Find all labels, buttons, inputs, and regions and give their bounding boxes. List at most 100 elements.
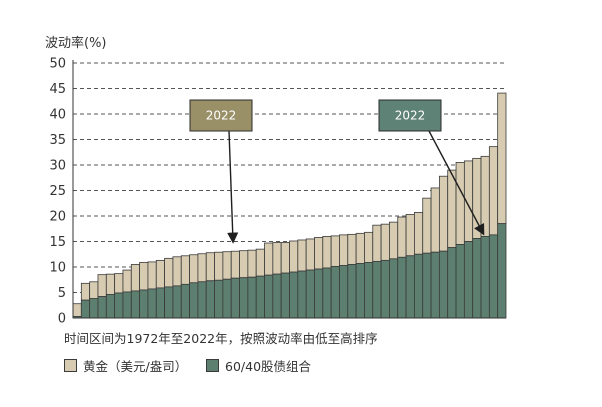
portfolio-6040-bar [455, 244, 465, 319]
gold-bar [280, 242, 290, 274]
gold-bar [488, 146, 499, 236]
portfolio-6040-bar [222, 278, 232, 319]
y-tick-labels: 0 5 10 15 20 25 30 35 40 45 50 [49, 57, 66, 327]
portfolio-6040-bar [322, 267, 332, 319]
gold-bar [339, 234, 349, 266]
portfolio-6040-bar [130, 290, 141, 319]
portfolio-6040-bar [97, 296, 107, 319]
gold-bar [230, 250, 240, 279]
gold-bar [239, 250, 249, 279]
gold-bar [305, 238, 315, 271]
gold-bar [130, 264, 141, 292]
gold-bar [364, 231, 374, 263]
legend-item-gold: 黄金（美元/盎司） [64, 356, 187, 375]
gold-bar [264, 242, 274, 276]
time-range-note: 时间区间为1972年至2022年，按照波动率由低至高排序 [64, 331, 378, 346]
y-tick-label: 30 [49, 159, 66, 174]
portfolio-6040-bar [372, 260, 382, 319]
gold-bar [380, 223, 390, 261]
portfolio-6040-bar [280, 272, 290, 319]
portfolio-6040-bar [488, 234, 499, 319]
gold-bar [480, 155, 490, 237]
portfolio-6040-bar [89, 298, 99, 319]
portfolio-6040-bar [180, 283, 190, 319]
legend-label-gold: 黄金（美元/盎司） [83, 359, 188, 374]
y-tick-label: 35 [49, 133, 66, 148]
portfolio-6040-bar [380, 259, 390, 319]
y-tick-label: 50 [49, 57, 66, 72]
portfolio-6040-bar [205, 280, 215, 319]
portfolio-6040-bar [114, 292, 124, 319]
portfolio-6040-bar [230, 277, 240, 319]
gold-bar [155, 259, 165, 289]
gold-bar [255, 248, 265, 277]
y-tick-label: 20 [49, 210, 66, 225]
gold-bar [147, 261, 157, 290]
gold-bar [114, 273, 124, 294]
gold-bar [214, 251, 224, 281]
y-tick-label: 45 [49, 82, 66, 97]
y-tick-label: 0 [58, 312, 66, 327]
portfolio-6040-bar [155, 287, 165, 319]
y-tick-label: 10 [49, 261, 66, 276]
legend-item-6040: 60/40股债组合 [206, 356, 311, 375]
portfolio-6040-bar [397, 256, 407, 319]
gold-bar [164, 257, 174, 288]
portfolio-6040-bar [438, 250, 449, 319]
gold-bar [272, 242, 282, 275]
legend-label-6040: 60/40股债组合 [225, 359, 312, 374]
portfolio-6040-bar [139, 289, 149, 319]
gold-bar [89, 281, 99, 300]
portfolio-6040-bar [463, 241, 474, 319]
gold-bar [355, 232, 365, 264]
portfolio-6040-bar [414, 253, 424, 319]
portfolio-6040-bar [355, 263, 365, 319]
gold-bar [72, 303, 82, 317]
gold-bar [414, 212, 424, 255]
callout-box [189, 99, 253, 132]
gold-bar [289, 240, 299, 273]
callouts: 2022 2022 [189, 99, 485, 244]
portfolio-6040-bar [214, 279, 224, 319]
portfolio-6040-bar [297, 270, 307, 319]
portfolio-6040-bar [122, 291, 132, 319]
gold-bar [397, 216, 407, 258]
gold-swatch [64, 359, 77, 372]
portfolio-6040-bar [330, 266, 340, 319]
gold-bar [422, 197, 432, 254]
portfolio-6040-bar [339, 265, 349, 319]
portfolio-6040-bar [405, 255, 415, 319]
portfolio-6040-bar [430, 251, 440, 319]
gold-bar [389, 221, 399, 260]
portfolio-6040-bar [105, 294, 116, 319]
gold-bar [139, 262, 149, 291]
gold-bar [314, 237, 324, 270]
portfolio-6040-bar [472, 238, 482, 319]
gold-bar [405, 214, 415, 257]
portfolio-6040-bar [289, 271, 299, 319]
portfolio-6040-bar [272, 273, 282, 319]
portfolio-6040-bar [147, 288, 157, 319]
y-tick-label: 40 [49, 108, 66, 123]
gold-bar [80, 282, 91, 301]
callout-arrow [227, 130, 239, 244]
gold-bar [189, 254, 199, 284]
y-tick-label: 5 [58, 286, 66, 301]
gold-bar [97, 274, 107, 297]
gold-bar [347, 233, 357, 265]
portfolio-6040-bar [497, 223, 507, 319]
portfolio-6040-bar [255, 275, 265, 319]
bars [72, 92, 507, 319]
portfolio-6040-bar [264, 274, 274, 319]
portfolio-6040-bar [347, 264, 357, 319]
portfolio-6040-bar [305, 269, 315, 319]
gold-bar [122, 269, 132, 293]
gold-bar [322, 235, 332, 269]
y-tick-label: 15 [49, 235, 66, 250]
portfolio-6040-bar [480, 235, 490, 319]
portfolio-6040-bar [389, 258, 399, 319]
gold-bar [447, 169, 457, 249]
callout-label: 2022 [206, 109, 237, 123]
gold-bar [205, 252, 215, 282]
